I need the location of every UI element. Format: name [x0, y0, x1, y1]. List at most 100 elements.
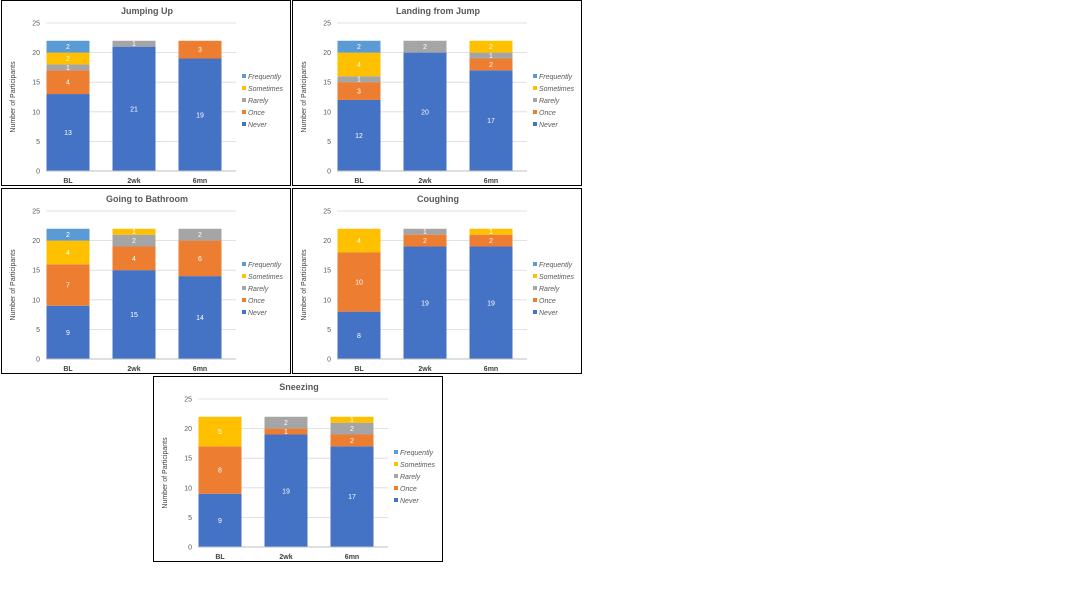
x-tick-label: BL — [354, 366, 364, 373]
data-label: 3 — [357, 89, 361, 96]
y-tick-label: 20 — [32, 50, 40, 57]
legend-swatch — [242, 122, 246, 126]
data-label: 14 — [196, 315, 204, 322]
chart-panel: Coughing 0 5 10 15 20 25 Number of Participants… — [292, 188, 582, 374]
y-tick-label: 20 — [184, 426, 192, 433]
data-label: 19 — [487, 300, 495, 307]
data-label: 3 — [198, 47, 202, 54]
chart-title: Coughing — [417, 194, 459, 204]
legend-label: Never — [400, 498, 419, 505]
data-label: 2 — [357, 44, 361, 51]
data-label: 1 — [423, 229, 427, 236]
legend-swatch — [242, 298, 246, 302]
data-label: 6 — [198, 256, 202, 263]
legend-label: Sometimes — [539, 86, 575, 93]
y-tick-label: 20 — [323, 50, 331, 57]
y-tick-label: 15 — [32, 80, 40, 87]
bar-segment-rarely — [469, 52, 513, 59]
y-tick-label: 5 — [327, 327, 331, 334]
bar-segment-never — [198, 493, 242, 547]
x-tick-label: 2wk — [279, 554, 292, 561]
bar-segment-never — [112, 270, 156, 359]
bar-segment-once — [46, 264, 90, 306]
bar-segment-never — [264, 434, 308, 547]
bar-segment-rarely — [112, 40, 156, 47]
bar-segment-frequently — [46, 40, 90, 53]
legend-swatch — [394, 498, 398, 502]
y-tick-label: 25 — [323, 21, 331, 28]
chart-panel: Jumping Up 0 5 10 15 20 25 Number of Participan… — [1, 0, 291, 186]
y-tick-label: 0 — [36, 169, 40, 176]
legend-swatch — [242, 262, 246, 266]
x-tick-label: 6mn — [193, 366, 207, 373]
x-tick-label: 6mn — [484, 366, 498, 373]
legend-swatch — [394, 486, 398, 490]
y-tick-label: 0 — [327, 357, 331, 364]
data-label: 8 — [218, 468, 222, 475]
data-label: 1 — [489, 53, 493, 60]
bar-segment-never — [178, 276, 222, 359]
legend-label: Sometimes — [248, 274, 284, 281]
bar-segment-never — [337, 99, 381, 171]
y-tick-label: 25 — [184, 397, 192, 404]
data-label: 9 — [218, 518, 222, 525]
bar-segment-rarely — [46, 64, 90, 71]
legend-label: Once — [248, 110, 265, 117]
bar-segment-once — [469, 234, 513, 247]
data-label: 2 — [284, 420, 288, 427]
bar-segment-never — [469, 70, 513, 171]
y-axis-label: Number of Participants — [301, 249, 308, 321]
legend-label: Never — [248, 310, 267, 317]
data-label: 17 — [487, 118, 495, 125]
bar-segment-rarely — [112, 234, 156, 247]
legend-swatch — [242, 274, 246, 278]
legend-swatch — [533, 262, 537, 266]
data-label: 1 — [357, 77, 361, 84]
bar-segment-frequently — [46, 228, 90, 241]
legend-swatch — [533, 274, 537, 278]
data-label: 7 — [66, 283, 70, 290]
bar-segment-once — [46, 70, 90, 95]
bar-segment-sometimes — [330, 416, 374, 423]
x-tick-label: 2wk — [418, 178, 431, 185]
data-label: 1 — [489, 229, 493, 236]
bar-segment-sometimes — [469, 228, 513, 235]
data-label: 1 — [132, 229, 136, 236]
y-tick-label: 5 — [36, 327, 40, 334]
chart-svg: Going to Bathroom 0 5 10 15 20 25 Number of Par… — [10, 194, 284, 373]
legend-label: Sometimes — [248, 86, 284, 93]
bar-segment-once — [178, 40, 222, 59]
legend-label: Rarely — [539, 98, 560, 105]
y-axis-label: Number of Participants — [301, 61, 308, 133]
data-label: 2 — [489, 238, 493, 245]
bar-segment-once — [112, 246, 156, 271]
data-label: 1 — [132, 41, 136, 48]
bar-segment-rarely — [178, 228, 222, 241]
data-label: 2 — [489, 44, 493, 51]
chart-title: Going to Bathroom — [106, 194, 188, 204]
bar-segment-sometimes — [46, 240, 90, 265]
data-label: 19 — [282, 488, 290, 495]
data-label: 1 — [66, 65, 70, 72]
legend-swatch — [533, 98, 537, 102]
bar-segment-never — [469, 246, 513, 359]
data-label: 9 — [66, 330, 70, 337]
bar-segment-never — [403, 52, 447, 171]
y-tick-label: 25 — [32, 209, 40, 216]
bar-segment-sometimes — [337, 52, 381, 77]
y-axis-label: Number of Participants — [10, 249, 17, 321]
bar-segment-rarely — [337, 76, 381, 83]
data-label: 4 — [132, 256, 136, 263]
data-label: 2 — [350, 426, 354, 433]
chart-panel: Sneezing 0 5 10 15 20 25 Number of Participants… — [153, 376, 443, 562]
data-label: 1 — [350, 417, 354, 424]
data-label: 15 — [130, 312, 138, 319]
bar-segment-frequently — [337, 40, 381, 53]
bar-segment-once — [469, 58, 513, 71]
y-tick-label: 10 — [32, 297, 40, 304]
legend-label: Never — [539, 122, 558, 129]
data-label: 13 — [64, 130, 72, 137]
legend-swatch — [533, 310, 537, 314]
data-label: 21 — [130, 106, 138, 113]
x-tick-label: 2wk — [127, 178, 140, 185]
